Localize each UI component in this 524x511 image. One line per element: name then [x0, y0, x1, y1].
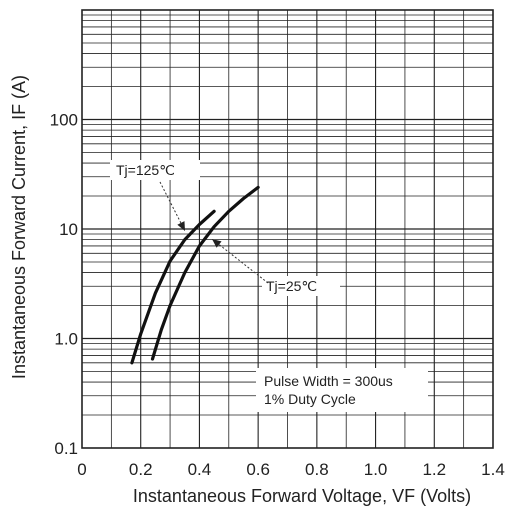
- note-pulse-width: Pulse Width = 300us: [264, 373, 393, 389]
- x-tick-label: 0.8: [305, 460, 329, 479]
- x-tick-label: 1.4: [481, 460, 505, 479]
- y-tick-label: 100: [50, 111, 78, 130]
- x-tick-label: 0: [77, 460, 86, 479]
- leader-125c: [159, 181, 186, 232]
- y-tick-label: 1.0: [54, 330, 78, 349]
- y-axis-title: Instantaneous Forward Current, IF (A): [9, 75, 29, 379]
- curve-group: [130, 185, 260, 365]
- note-box: [256, 368, 428, 412]
- x-tick-label: 0.2: [129, 460, 153, 479]
- y-tick-label: 0.1: [54, 439, 78, 458]
- x-tick-labels: 0 0.2 0.4 0.6 0.8 1.0 1.2 1.4: [77, 460, 505, 479]
- y-tick-label: 10: [59, 220, 78, 239]
- x-tick-label: 0.6: [246, 460, 270, 479]
- label-tj-25c: Tj=25℃: [266, 278, 317, 294]
- annotation-group: Tj=125℃ Tj=25℃ Pulse Width = 300us 1% Duty …: [110, 160, 428, 412]
- label-box-25c: [262, 276, 340, 296]
- x-tick-label: 1.0: [364, 460, 388, 479]
- y-tick-labels: 0.1 1.0 10 100: [50, 111, 78, 459]
- note-duty-cycle: 1% Duty Cycle: [264, 391, 356, 407]
- label-tj-125c: Tj=125℃: [116, 162, 175, 178]
- x-axis-title: Instantaneous Forward Voltage, VF (Volts…: [133, 486, 471, 506]
- label-box-125c: [110, 160, 200, 180]
- leader-25c-arrowhead: [212, 239, 222, 248]
- x-tick-label: 1.2: [422, 460, 446, 479]
- grid-lines: [82, 10, 493, 448]
- curve-tj-25c: [150, 185, 260, 361]
- plot-frame: [81, 9, 494, 449]
- curve-tj-125c: [130, 209, 216, 365]
- leader-125c-arrowhead: [177, 221, 185, 231]
- x-tick-label: 0.4: [188, 460, 212, 479]
